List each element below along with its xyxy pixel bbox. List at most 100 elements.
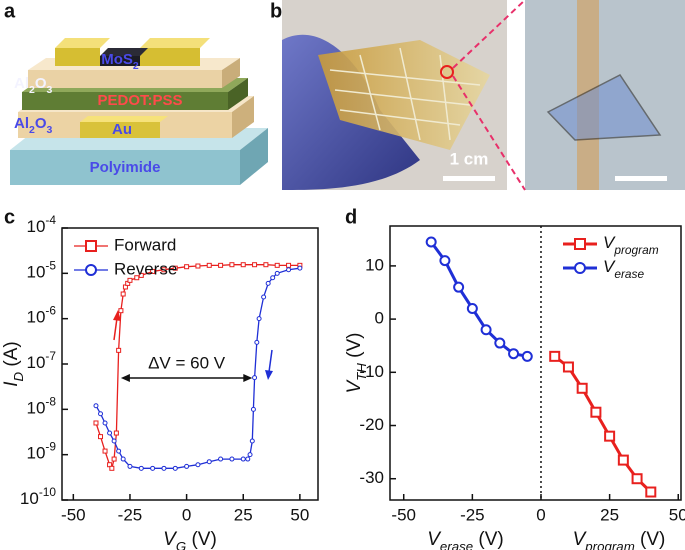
scale-bar [443, 176, 495, 181]
legend-marker [574, 238, 586, 250]
marker [138, 272, 144, 278]
marker [120, 456, 126, 462]
schematic [10, 38, 268, 185]
marker [172, 465, 178, 471]
legend-label: Vprogram [603, 233, 659, 257]
x-tick-label: 25 [234, 505, 253, 524]
marker [195, 263, 201, 269]
marker [286, 267, 292, 273]
marker [274, 262, 280, 268]
x-axis-label: Vprogram (V) [573, 529, 666, 550]
x-axis-label: Verase (V) [427, 529, 504, 550]
scale-bar [615, 176, 667, 181]
marker [184, 463, 190, 469]
au-front [80, 122, 160, 138]
y-tick-label: 10-5 [27, 258, 57, 281]
al2o3-upper-front [28, 70, 222, 88]
marker [113, 430, 119, 436]
marker [297, 265, 303, 271]
annotation: ΔV = 60 V [148, 353, 226, 372]
sweep-arrow [113, 317, 118, 341]
marker [576, 382, 588, 394]
marker [645, 486, 657, 498]
contact-right-top [140, 38, 210, 48]
marker [508, 348, 520, 360]
marker [617, 454, 629, 466]
x-tick-label: -25 [118, 505, 143, 524]
marker [590, 406, 602, 418]
y-tick-label: -20 [359, 415, 384, 434]
marker [109, 465, 115, 471]
marker [252, 375, 258, 381]
marker [549, 350, 561, 362]
panel-label: a [4, 0, 16, 22]
legend-marker [85, 240, 97, 252]
x-tick-label: 25 [600, 505, 619, 524]
y-tick-label: 10-9 [27, 440, 57, 463]
marker [439, 255, 451, 267]
pedot-front [22, 92, 228, 110]
legend-marker [574, 262, 586, 274]
marker [161, 267, 167, 273]
marker [102, 448, 108, 454]
marker [206, 459, 212, 465]
x-tick-label: 50 [669, 505, 685, 524]
y-tick-label: -10 [359, 362, 384, 381]
marker [604, 430, 616, 442]
legend-marker [85, 264, 97, 276]
marker [240, 456, 246, 462]
marker [286, 262, 292, 268]
layer-label: Al2O3 [14, 75, 53, 96]
al2o3-upper-side [222, 58, 240, 88]
arrow-head [120, 374, 130, 382]
marker [229, 456, 235, 462]
panel-label: d [345, 206, 357, 228]
x-axis-label: VG (V) [163, 529, 217, 550]
legend-label: Forward [114, 235, 176, 254]
al2o3-lower-side [232, 96, 254, 138]
legend-label: Reverse [114, 259, 177, 278]
mos2-channel [100, 48, 148, 56]
marker [118, 308, 124, 314]
marker [195, 462, 201, 468]
marker [249, 438, 255, 444]
plot-frame [61, 227, 319, 501]
marker [111, 456, 117, 462]
y-tick-label: 10-10 [20, 485, 56, 508]
contact-left-top [55, 38, 110, 48]
y-axis-label: VTH (V) [344, 332, 369, 393]
marker [98, 434, 104, 440]
marker [252, 262, 258, 268]
marker [261, 294, 267, 300]
arrow-head [243, 374, 253, 382]
x-tick-label: -50 [391, 505, 416, 524]
pedot-side [228, 78, 248, 110]
panel-label: b [270, 0, 282, 22]
series-line [553, 355, 652, 494]
layer-label: Al2O3 [14, 115, 53, 136]
y-tick-label: 0 [375, 309, 384, 328]
marker [425, 236, 437, 248]
marker [480, 324, 492, 336]
marker [98, 411, 104, 417]
y-tick-label: 10-4 [27, 213, 57, 236]
layer-label: PEDOT:PSS [97, 92, 182, 109]
photo [282, 0, 685, 191]
marker [138, 465, 144, 471]
y-tick-label: 10 [365, 255, 384, 274]
zoom-line [452, 0, 526, 69]
scale-bar-label: 1 cm [450, 149, 489, 168]
marker [250, 406, 256, 412]
x-tick-label: 0 [182, 505, 191, 524]
arrow-head [113, 310, 121, 321]
marker [240, 262, 246, 268]
y-tick-label: -30 [359, 468, 384, 487]
zoom-line [452, 75, 526, 191]
marker [150, 465, 156, 471]
marker [116, 448, 122, 454]
x-tick-label: 50 [290, 505, 309, 524]
panel-label: c [4, 206, 15, 228]
marker [247, 452, 253, 458]
sweep-arrow [268, 349, 273, 373]
marker [263, 262, 269, 268]
